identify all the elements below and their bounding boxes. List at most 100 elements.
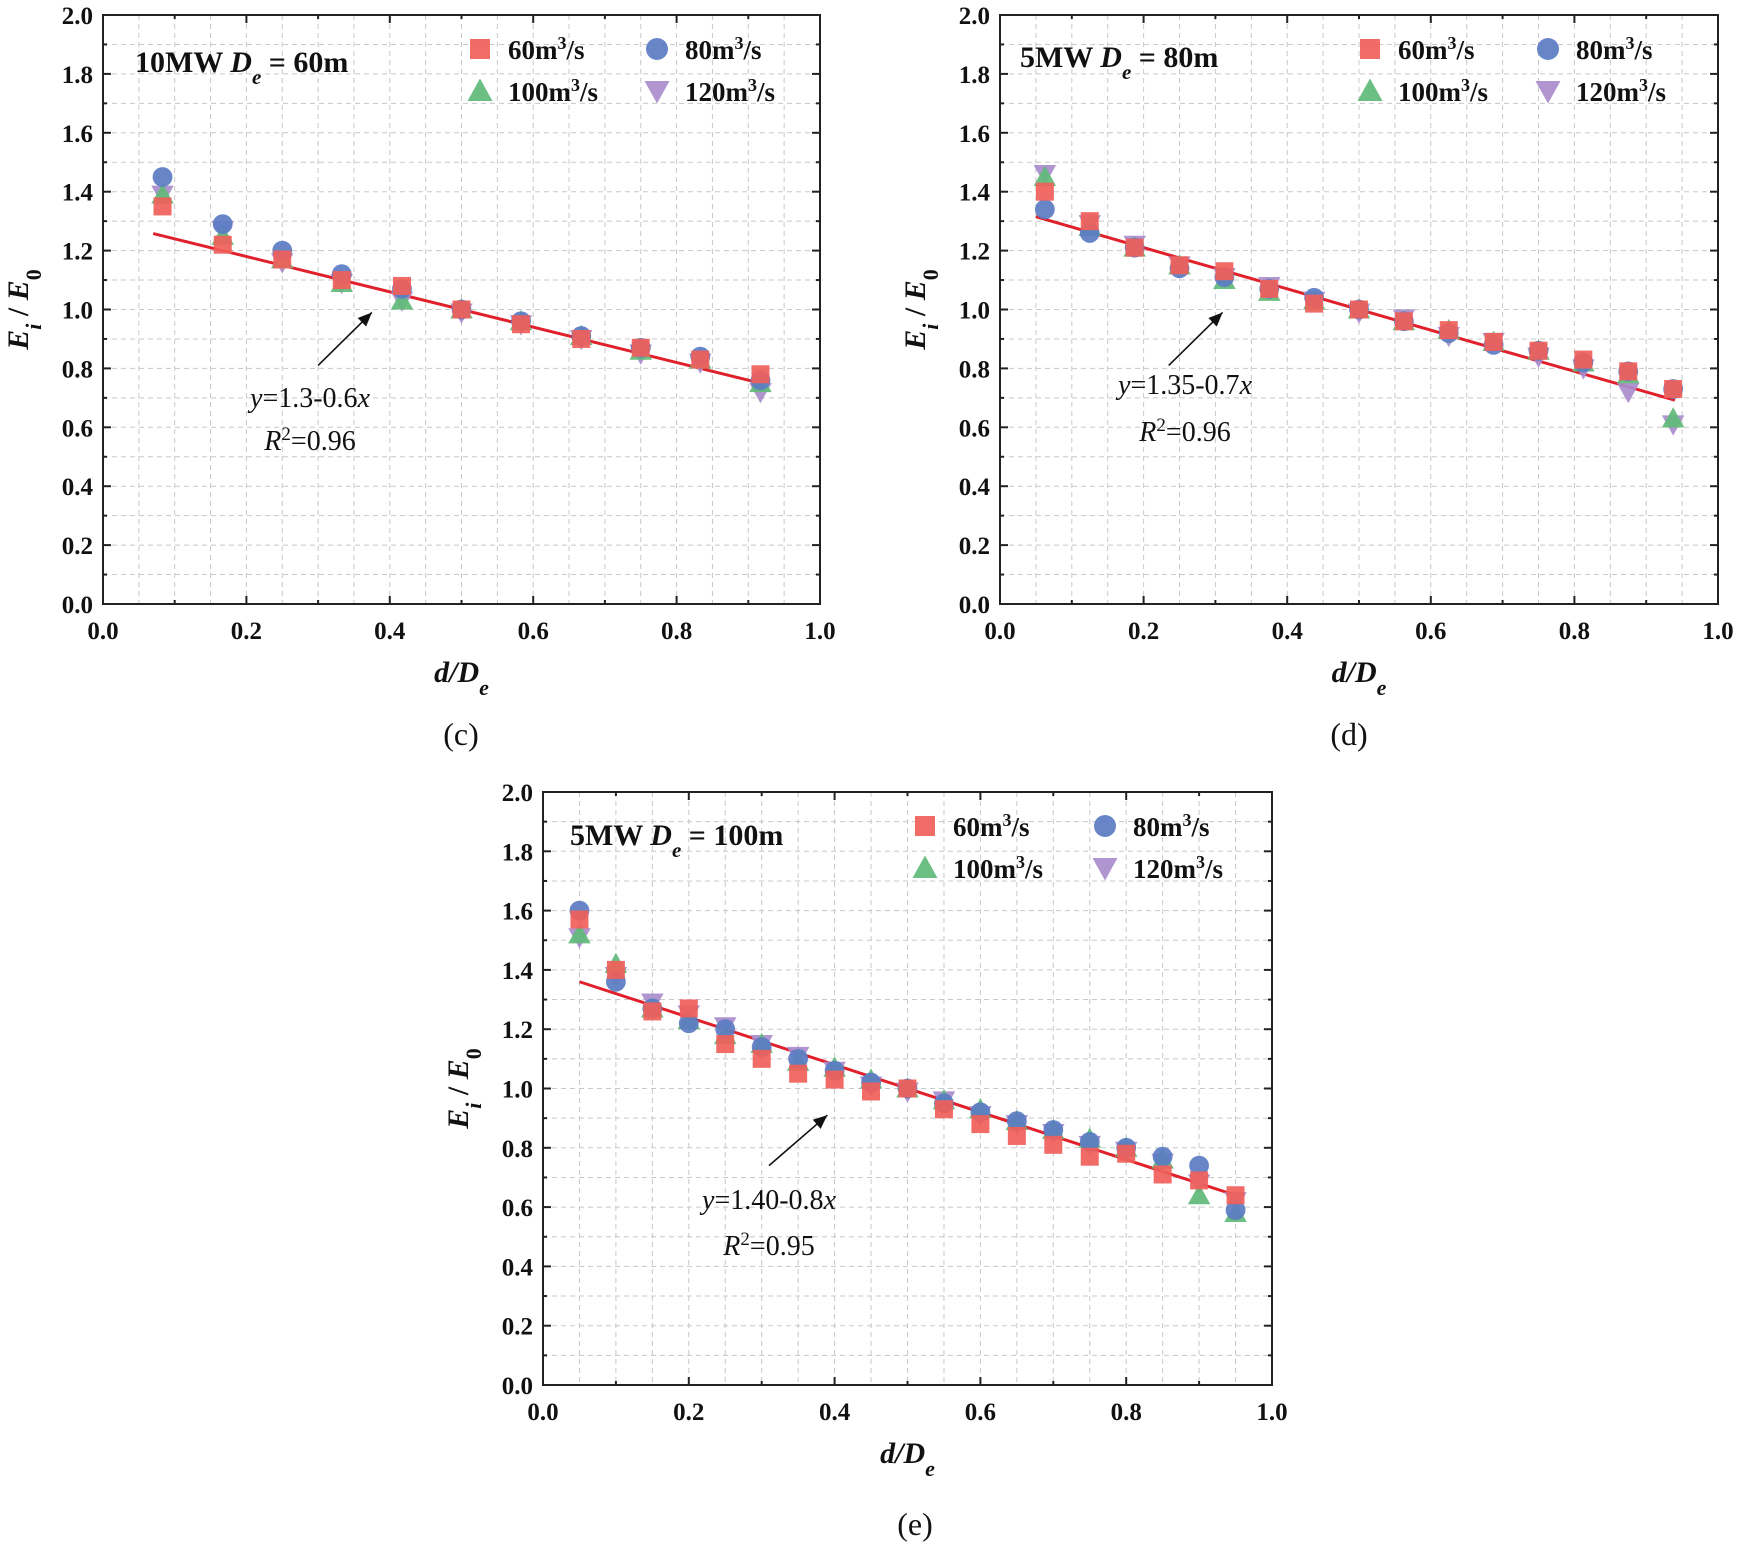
y-tick-label: 0.2 — [502, 1314, 533, 1341]
data-point-60 — [679, 999, 698, 1018]
data-point-60 — [1619, 362, 1638, 381]
data-point-60 — [1664, 380, 1683, 399]
x-tick-label: 0.0 — [527, 1399, 558, 1426]
legend-marker-120 — [1535, 81, 1561, 104]
data-point-80 — [1079, 1131, 1100, 1152]
x-tick-label: 1.0 — [1702, 618, 1733, 645]
x-tick-label: 1.0 — [804, 618, 835, 645]
chart-panel-d: 0.0 0.2 0.4 0.6 0.8 1.0 0.0 0.2 0.4 0.6 0.8 1.0 1.2 1… — [899, 3, 1734, 752]
y-axis-label: Ei / E0 — [442, 1048, 486, 1130]
data-point-60 — [1350, 300, 1368, 319]
x-axis-label: d/De — [1332, 656, 1387, 700]
y-tick-label: 1.8 — [959, 62, 990, 89]
panel-caption: (d) — [1330, 716, 1367, 752]
y-tick-label: 1.2 — [502, 1017, 533, 1044]
x-axis-label: d/De — [880, 1437, 935, 1481]
legend: 60m3/s 80m3/s 100m3/s 120m3/s — [1357, 33, 1666, 107]
data-point-60 — [1080, 1147, 1099, 1166]
data-point-100 — [390, 289, 414, 310]
y-tick-label: 2.0 — [959, 3, 990, 30]
y-tick-label: 1.0 — [502, 1077, 533, 1104]
data-point-60 — [1117, 1144, 1136, 1163]
data-point-100 — [1033, 165, 1057, 186]
legend-label-120: 120m3/s — [685, 75, 775, 107]
x-tick-label: 0.8 — [661, 618, 692, 645]
legend-label-80: 80m3/s — [1576, 33, 1653, 65]
fit-equation: y=1.40-0.8x — [699, 1185, 837, 1216]
legend-label-80: 80m3/s — [685, 33, 762, 65]
legend-label-60: 60m3/s — [508, 33, 585, 65]
x-tick-label: 0.2 — [673, 1399, 704, 1426]
fit-r-squared: R2=0.96 — [263, 424, 355, 458]
data-point-60 — [643, 1002, 662, 1021]
data-point-60 — [213, 235, 232, 254]
y-tick-label: 0.0 — [959, 592, 990, 619]
data-point-60 — [971, 1115, 990, 1134]
data-point-60 — [1305, 294, 1324, 313]
legend-marker-120 — [1092, 858, 1118, 881]
x-tick-label: 1.0 — [1256, 1399, 1287, 1426]
x-tick-label: 0.2 — [1128, 618, 1159, 645]
y-tick-label: 2.0 — [62, 3, 93, 30]
data-point-80 — [1006, 1111, 1027, 1132]
data-point-60 — [934, 1100, 953, 1119]
y-axis-label: Ei / E0 — [2, 269, 46, 351]
panel-caption: (e) — [897, 1506, 933, 1542]
data-point-60 — [1574, 350, 1593, 369]
data-point-60 — [716, 1035, 735, 1054]
x-tick-label: 0.0 — [87, 618, 118, 645]
legend-label-100: 100m3/s — [953, 852, 1043, 884]
x-axis-label: d/De — [434, 656, 489, 700]
x-tick-label: 0.4 — [819, 1399, 851, 1426]
fit-equation: y=1.3-0.6x — [247, 383, 371, 414]
legend-label-100: 100m3/s — [508, 75, 598, 107]
legend-marker-80 — [646, 38, 668, 60]
data-point-80 — [678, 1013, 699, 1034]
data-point-60 — [392, 276, 411, 295]
x-tick-label: 0.6 — [965, 1399, 996, 1426]
series-120 — [568, 928, 1247, 1213]
legend-label-60: 60m3/s — [1398, 33, 1475, 65]
chart-panel-c: 0.0 0.2 0.4 0.6 0.8 1.0 0.0 0.2 0.4 0.6 0.8 1.0 1.2 1… — [2, 3, 836, 752]
y-tick-label: 1.8 — [62, 62, 93, 89]
data-point-100 — [1187, 1183, 1211, 1205]
x-tick-label: 0.4 — [1272, 618, 1304, 645]
chart-panel-e: 0.0 0.2 0.4 0.6 0.8 1.0 0.0 0.2 0.4 0.6 0.8 1.0 1.2 1… — [442, 780, 1288, 1542]
y-tick-label: 0.4 — [502, 1254, 534, 1281]
data-point-60 — [825, 1070, 844, 1089]
data-point-60 — [1260, 279, 1279, 298]
data-point-60 — [572, 329, 591, 348]
data-point-60 — [789, 1064, 808, 1083]
y-tick-label: 1.0 — [62, 298, 93, 325]
legend-marker-120 — [644, 81, 670, 104]
data-point-60 — [606, 960, 625, 979]
y-tick-label: 0.0 — [502, 1373, 533, 1400]
y-tick-label: 1.4 — [62, 180, 94, 207]
legend-marker-80 — [1094, 815, 1116, 837]
data-point-60 — [1044, 1135, 1063, 1154]
legend: 60m3/s 80m3/s 100m3/s 120m3/s — [912, 810, 1223, 884]
y-tick-label: 1.4 — [959, 180, 991, 207]
x-tick-label: 0.8 — [1559, 618, 1590, 645]
data-point-60 — [1394, 312, 1413, 331]
data-point-80 — [715, 1019, 736, 1040]
data-point-60 — [1484, 332, 1503, 351]
y-axis-label: Ei / E0 — [899, 269, 943, 351]
data-point-60 — [512, 315, 531, 334]
y-tick-label: 1.2 — [62, 239, 93, 266]
data-point-60 — [153, 197, 172, 216]
legend: 60m3/s 80m3/s 100m3/s 120m3/s — [467, 33, 775, 107]
y-tick-label: 2.0 — [502, 780, 533, 807]
x-tick-label: 0.4 — [374, 618, 406, 645]
fit-equation: y=1.35-0.7x — [1115, 370, 1253, 401]
y-tick-label: 1.4 — [502, 958, 534, 985]
series-60 — [1035, 182, 1683, 399]
data-point-80 — [1225, 1200, 1246, 1220]
y-tick-label: 0.4 — [62, 474, 94, 501]
legend-label-120: 120m3/s — [1576, 75, 1666, 107]
data-point-80 — [788, 1048, 809, 1069]
data-point-80 — [1152, 1146, 1173, 1167]
data-point-80 — [1034, 199, 1055, 220]
x-tick-label: 0.0 — [984, 618, 1015, 645]
y-tick-label: 1.6 — [502, 899, 533, 926]
